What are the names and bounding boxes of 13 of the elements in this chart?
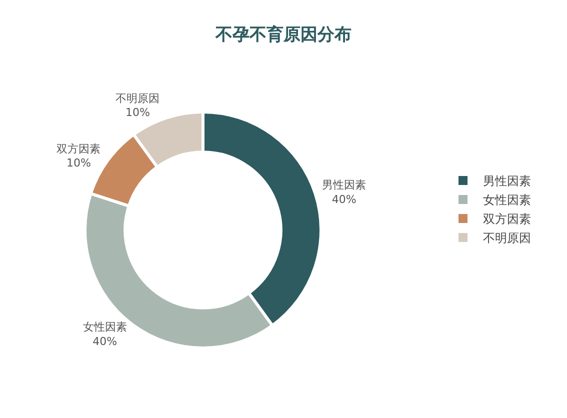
legend-label: 不明原因 (483, 231, 531, 246)
chart-title: 不孕不育原因分布 (214, 24, 352, 45)
slice-label: 不明原因 (116, 92, 160, 105)
legend-label: 男性因素 (483, 174, 531, 188)
data-label: 10% (125, 106, 150, 120)
data-label: 40% (332, 192, 356, 206)
data-label: 40% (92, 335, 118, 348)
data-label: 10% (66, 156, 91, 170)
legend-label: 女性因素 (483, 193, 531, 208)
slice-label: 双方因素 (56, 142, 101, 156)
legend-label: 双方因素 (483, 212, 531, 226)
slice-label: 男性因素 (322, 178, 366, 192)
slice-label: 女性因素 (82, 320, 127, 334)
